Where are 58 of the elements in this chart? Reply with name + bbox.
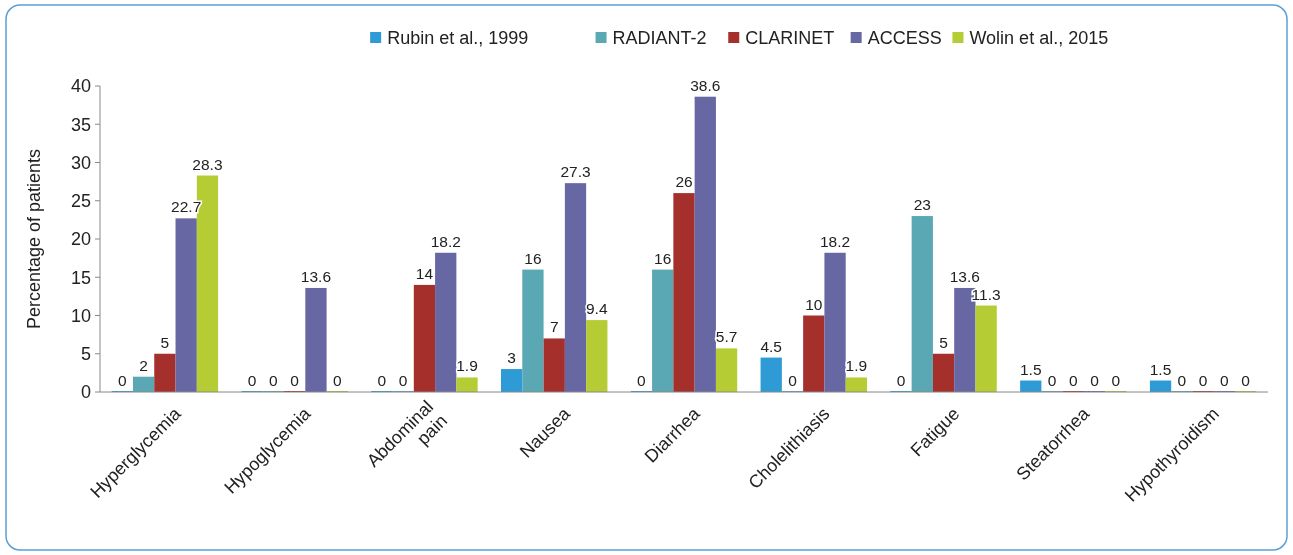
data-label: 7 (549, 318, 559, 336)
data-label: 0 (896, 372, 906, 389)
data-label: 13.6 (300, 267, 332, 285)
data-label: 5.7 (715, 328, 738, 346)
y-tick-label: 35 (70, 114, 91, 135)
data-label: 1.5 (1019, 360, 1042, 378)
data-label: 14 (415, 264, 434, 282)
data-label: 0 (269, 372, 279, 389)
data-label: 0 (247, 372, 257, 389)
legend-label: RADIANT-2 (612, 28, 707, 49)
legend-label: Rubin et al., 1999 (387, 28, 529, 49)
y-tick-label: 10 (70, 305, 91, 326)
data-label: 0 (1241, 372, 1251, 389)
y-tick-label: 15 (70, 267, 91, 288)
data-label: 10 (805, 295, 823, 313)
legend-label: ACCESS (867, 28, 942, 49)
legend-label: CLARINET (745, 28, 835, 49)
data-label: 1.9 (845, 357, 868, 375)
data-label: 16 (524, 249, 542, 267)
data-label: 2 (139, 356, 148, 374)
data-label: 1.5 (1149, 360, 1172, 378)
data-label: 27.3 (560, 163, 591, 181)
data-label: 5 (939, 333, 948, 351)
y-tick-label: 25 (70, 191, 91, 212)
data-label: 13.6 (949, 267, 980, 285)
data-label: 26 (675, 173, 693, 191)
data-label: 0 (1111, 372, 1121, 389)
data-label: 3 (507, 349, 516, 367)
data-label: 16 (654, 249, 672, 267)
data-label: 0 (332, 372, 342, 389)
data-label: 0 (637, 372, 647, 389)
data-label: 0 (1047, 372, 1057, 389)
data-label: 28.3 (192, 155, 223, 173)
data-label: 18.2 (819, 232, 851, 250)
data-label: 4.5 (760, 337, 782, 355)
y-axis-title: Percentage of patients (24, 148, 44, 330)
data-label: 0 (788, 372, 798, 389)
data-label: 0 (1177, 372, 1187, 389)
data-label: 5 (160, 333, 170, 351)
data-label: 0 (1090, 372, 1100, 389)
data-label: 23 (913, 196, 931, 214)
data-label: 0 (118, 372, 128, 389)
data-label: 0 (1198, 372, 1208, 389)
data-label: 0 (290, 372, 300, 389)
data-label: 9.4 (586, 300, 608, 318)
y-tick-label: 30 (70, 152, 91, 173)
data-label: 18.2 (430, 232, 461, 250)
data-label: 0 (1220, 372, 1230, 389)
data-label: 0 (1069, 372, 1079, 389)
y-tick-label: 20 (70, 229, 91, 250)
data-label: 0 (398, 372, 408, 389)
y-tick-label: 40 (70, 76, 91, 97)
y-tick-label: 5 (80, 344, 91, 365)
data-label: 38.6 (690, 76, 721, 94)
data-label: 1.9 (456, 357, 478, 375)
legend-label: Wolin et al., 2015 (969, 28, 1109, 49)
y-tick-label: 0 (80, 382, 91, 403)
data-label: 0 (377, 372, 387, 389)
